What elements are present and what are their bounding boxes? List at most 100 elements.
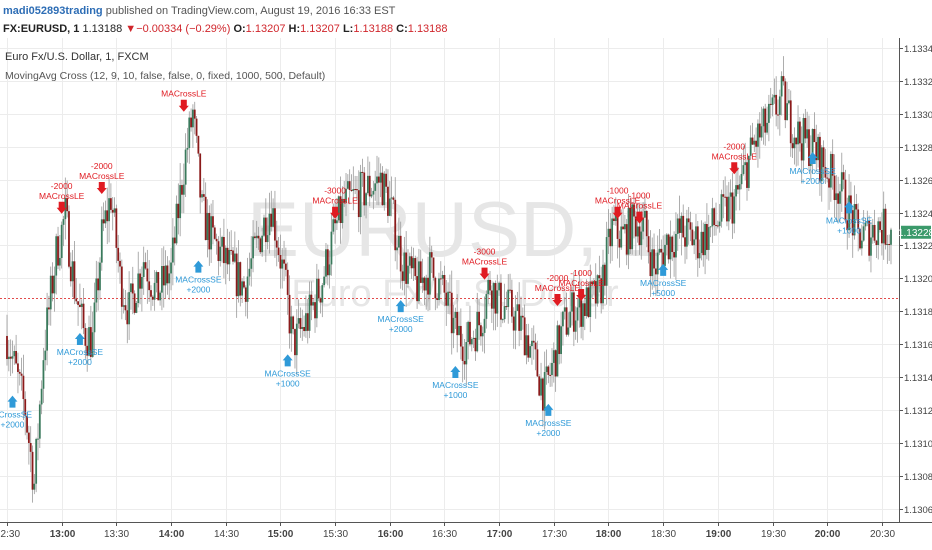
sell-arrow-icon <box>330 206 341 219</box>
candle-body <box>691 229 694 246</box>
signal-label: MACrossSE <box>432 380 479 390</box>
candle-body <box>255 235 258 239</box>
indicator-legend[interactable]: MovingAvg Cross (12, 9, 10, false, false… <box>5 70 325 82</box>
signal-qty: +1000 <box>443 390 467 400</box>
candle-body <box>808 129 810 166</box>
candle-body <box>104 210 107 224</box>
candle-body <box>139 273 141 289</box>
sell-arrow-icon <box>178 99 189 112</box>
candle-body <box>580 292 583 327</box>
candle-body <box>613 218 615 221</box>
candle-body <box>707 227 710 250</box>
candle-body <box>614 214 617 221</box>
signal-qty: +2000 <box>186 285 210 295</box>
candle-body <box>197 135 200 154</box>
price-tick-label: 1.13340 <box>904 44 932 55</box>
candle-body <box>562 311 564 327</box>
time-axis[interactable]: 12:30 13:00 13:30 14:00 14:30 15:00 15:30 16:00… <box>0 522 895 540</box>
low-label: L: <box>342 23 354 35</box>
candle-body <box>314 302 316 319</box>
candle-body <box>383 173 386 206</box>
candle-body <box>886 243 889 245</box>
candle-body <box>839 191 841 204</box>
candlestick-series <box>6 56 892 503</box>
candle-body <box>215 238 218 242</box>
buy-arrow-icon <box>543 403 554 416</box>
candle-body <box>788 100 790 104</box>
signal-qty: +2000 <box>536 428 560 438</box>
candle-body <box>516 304 519 311</box>
candle-body <box>574 320 577 332</box>
candle-body <box>206 212 209 241</box>
candle-body <box>7 356 10 360</box>
candle-body <box>496 290 499 314</box>
candle-body <box>148 281 151 291</box>
signal-label: MACrossSE <box>640 278 687 288</box>
candle-body <box>319 298 322 303</box>
candle-body <box>498 282 501 291</box>
candle-body <box>301 327 304 329</box>
candle-body <box>733 196 736 224</box>
candle-body <box>518 304 521 331</box>
signal-label: MACrossSE <box>175 275 222 285</box>
change-value: −0.00334 (−0.29%) <box>136 23 231 35</box>
candle-body <box>350 189 353 191</box>
candle-body <box>284 263 287 270</box>
candle-body <box>487 279 490 295</box>
price-tick-label: 1.13100 <box>904 439 932 450</box>
candle-body <box>833 175 836 201</box>
candle-body <box>578 292 581 308</box>
candle-body <box>48 307 50 310</box>
candle-body <box>108 198 110 222</box>
candle-body <box>540 378 542 396</box>
candle-body <box>40 388 43 405</box>
candle-body <box>403 252 406 281</box>
candle-body <box>332 219 335 232</box>
candle-body <box>443 275 446 293</box>
candle-body <box>536 349 539 377</box>
candle-body <box>551 362 553 376</box>
candle-body <box>469 321 471 345</box>
candle-body <box>22 375 25 400</box>
candle-body <box>312 302 315 306</box>
candle-body <box>629 207 632 250</box>
price-axis[interactable]: 1.13060 1.13080 1.13100 1.13120 1.13140 1.131… <box>899 44 932 516</box>
candle-body <box>673 252 676 258</box>
candle-body <box>354 189 357 191</box>
candle-body <box>345 188 347 203</box>
candle-body <box>266 235 269 243</box>
author-link[interactable]: madi052893trading <box>3 5 103 17</box>
buy-arrow-icon <box>193 260 204 273</box>
symbol-label[interactable]: FX:EURUSD, 1 <box>3 23 80 35</box>
publish-line: madi052893trading published on TradingVi… <box>3 5 395 17</box>
candle-body <box>9 356 12 359</box>
candle-body <box>879 221 881 230</box>
candle-body <box>283 259 285 264</box>
candle-body <box>545 366 548 373</box>
candle-body <box>751 137 754 145</box>
signal-label: MACrossLE <box>535 283 581 293</box>
candle-body <box>343 198 346 203</box>
candle-body <box>742 165 745 174</box>
price-chart[interactable]: EURUSD, 1 Euro Fx/U.S. Dollar MACrossLE-… <box>0 38 932 550</box>
candle-body <box>146 268 149 282</box>
candle-body <box>822 147 825 168</box>
candle-body <box>263 217 265 236</box>
candle-body <box>868 220 871 256</box>
candle-body <box>93 302 96 333</box>
candle-body <box>385 173 388 187</box>
candle-body <box>120 266 123 307</box>
candle-body <box>399 235 402 272</box>
candle-body <box>29 442 32 452</box>
candle-body <box>461 346 464 361</box>
candle-body <box>684 237 686 247</box>
candle-body <box>126 310 129 325</box>
candle-body <box>51 275 54 294</box>
candle-body <box>37 438 39 440</box>
signal-label: MACrossLE <box>39 191 85 201</box>
candle-body <box>423 277 426 291</box>
candle-body <box>842 172 845 180</box>
candle-body <box>676 218 679 234</box>
candle-body <box>201 194 203 198</box>
candle-body <box>341 198 344 224</box>
